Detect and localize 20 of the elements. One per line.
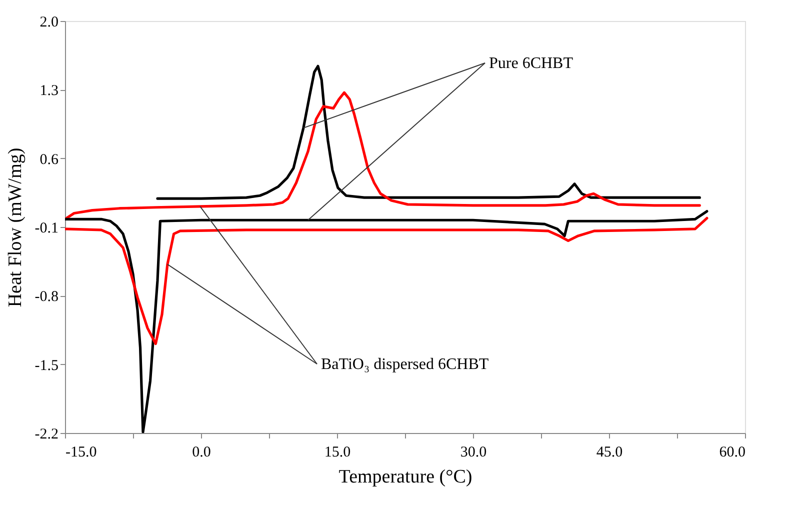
x-tick-label: 15.0 [324,444,351,460]
x-tick-label: 0.0 [192,444,211,460]
x-tick-label: -15.0 [66,444,97,460]
y-axis-title: Heat Flow (mW/mg) [4,148,26,308]
y-tick-label: 2.0 [40,14,58,30]
line-series [65,216,708,346]
line-series [65,210,708,433]
line-series [65,91,701,220]
y-tick-label: -1.5 [34,358,58,374]
y-tick-label: -0.8 [34,289,58,306]
x-axis-title: Temperature (°C) [338,466,472,488]
y-tick-label: 1.3 [40,83,58,100]
annotation: Pure 6CHBT [489,55,574,72]
y-tick-label: -2.2 [34,426,58,442]
y-tick-label: 0.6 [40,152,59,168]
y-tick-label: -0.1 [34,220,58,236]
annotation: BaTiO₃ dispersed 6CHBT [321,356,489,373]
x-tick-label: 30.0 [460,444,487,460]
x-tick-label: 45.0 [596,444,623,460]
x-tick-label: 60.0 [719,444,746,460]
